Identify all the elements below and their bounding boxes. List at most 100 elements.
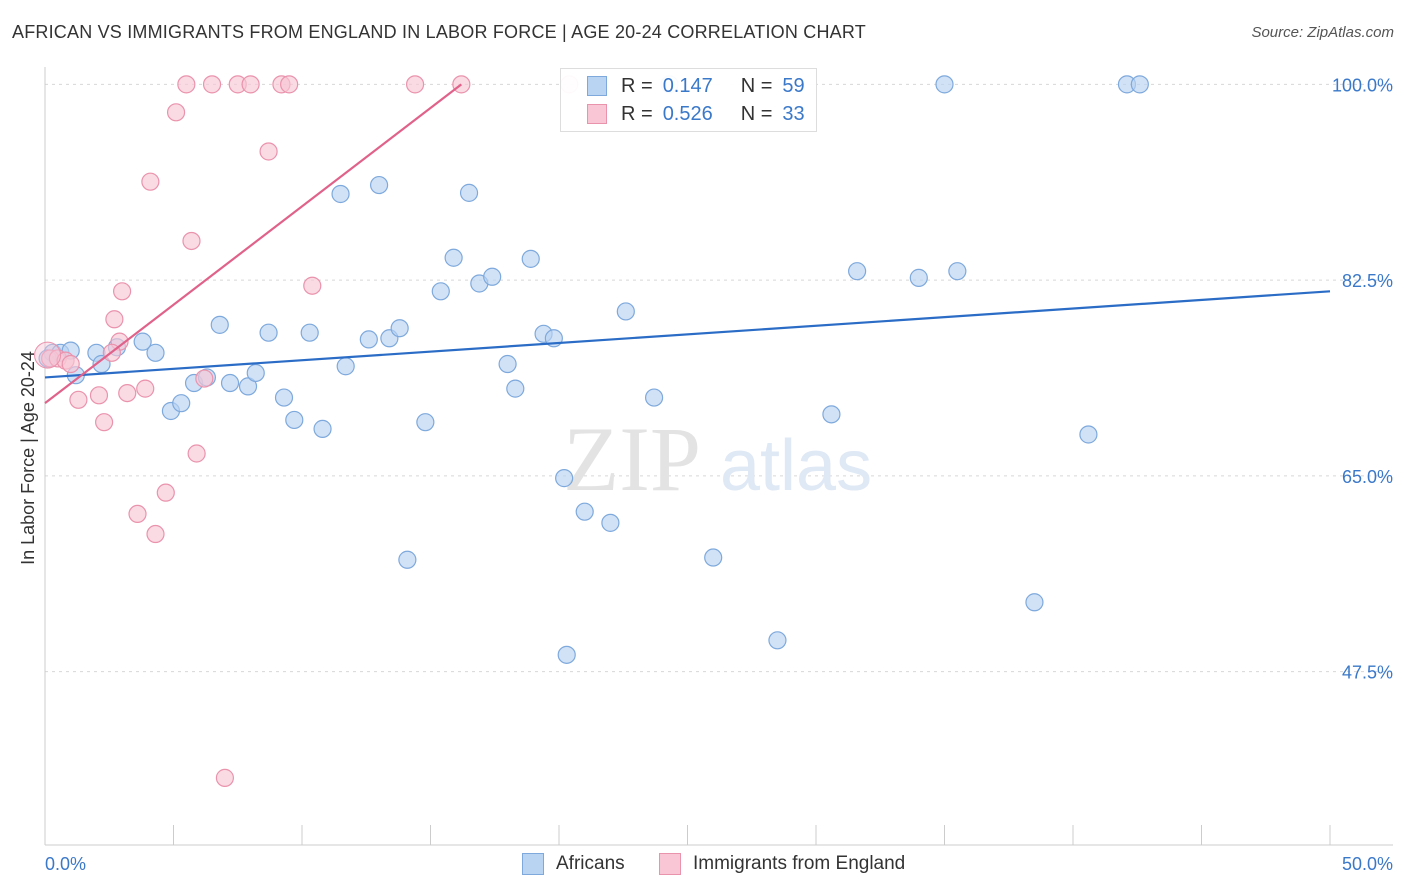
point-africans — [909, 268, 928, 287]
legend-row-africans: R = 0.147 N = 59 — [587, 74, 805, 98]
point-africans — [459, 183, 479, 202]
watermark-zip: ZIP — [563, 408, 701, 510]
point-england — [141, 172, 160, 191]
point-africans — [359, 330, 378, 349]
point-africans — [172, 394, 191, 413]
axes — [44, 67, 1393, 846]
point-africans — [948, 262, 967, 281]
legend-n-england: 33 — [782, 102, 805, 125]
legend-swatch-africans — [587, 76, 607, 96]
point-england — [182, 231, 201, 251]
point-africans — [398, 550, 417, 569]
point-africans — [555, 469, 574, 488]
point-africans — [238, 377, 258, 396]
point-africans — [274, 388, 294, 407]
y-axis-title: In Labor Force | Age 20-24 — [18, 351, 38, 565]
point-england — [405, 75, 425, 94]
point-england — [177, 75, 196, 94]
watermark-atlas: atlas — [720, 426, 872, 506]
y-tick-label: 100.0% — [1332, 75, 1393, 95]
point-england — [156, 483, 175, 502]
legend-r-africans: 0.147 — [662, 74, 713, 97]
point-africans — [285, 410, 304, 430]
point-africans — [822, 405, 841, 424]
x-tick-label: 50.0% — [1342, 854, 1393, 874]
point-england — [136, 379, 155, 398]
point-cluster — [34, 341, 62, 369]
point-england — [259, 142, 278, 161]
point-africans — [146, 343, 165, 362]
point-england — [280, 75, 299, 94]
point-england — [118, 383, 137, 403]
watermark: ZIP atlas — [563, 408, 872, 510]
point-africans — [575, 502, 594, 521]
point-africans — [133, 332, 152, 351]
point-africans — [220, 373, 240, 393]
chart-title: AFRICAN VS IMMIGRANTS FROM ENGLAND IN LA… — [12, 22, 866, 42]
point-africans — [1130, 75, 1149, 94]
trend-lines — [44, 83, 1331, 405]
point-africans — [246, 363, 265, 383]
point-africans — [601, 513, 620, 532]
stats-legend: R = 0.147 N = 59 R = 0.526 N = 33 — [560, 68, 817, 132]
point-africans — [1025, 593, 1044, 612]
legend-r-england: 0.526 — [662, 102, 713, 125]
point-africans — [92, 354, 111, 374]
legend-row-england: R = 0.526 N = 33 — [587, 102, 805, 126]
point-africans — [313, 419, 332, 438]
point-africans — [370, 175, 389, 195]
point-england — [89, 386, 109, 405]
point-england — [95, 413, 114, 432]
trendline-africans — [44, 290, 1331, 379]
y-tick-label: 47.5% — [1342, 663, 1393, 683]
point-england — [241, 75, 260, 94]
axis-labels: 47.5% 65.0% 82.5% 100.0% 0.0% 50.0% In Labor F… — [18, 75, 1393, 874]
point-england — [69, 390, 88, 409]
x-tick-label: 0.0% — [45, 854, 86, 874]
point-africans — [1079, 425, 1098, 444]
data-points — [34, 75, 1149, 787]
point-africans — [331, 184, 350, 204]
point-africans — [431, 282, 450, 301]
point-africans — [444, 248, 463, 267]
legend-n-africans: 59 — [782, 74, 805, 97]
point-africans — [483, 267, 502, 286]
point-africans — [259, 323, 278, 342]
point-england — [195, 369, 214, 388]
bottom-legend-label-england: Immigrants from England — [693, 853, 906, 874]
point-africans — [616, 302, 635, 321]
point-africans — [768, 631, 787, 650]
point-africans — [506, 379, 525, 398]
point-africans — [498, 354, 517, 374]
point-england — [215, 768, 234, 787]
point-england — [303, 276, 322, 295]
trendline-england — [44, 83, 463, 405]
bottom-legend-england: Immigrants from England — [659, 851, 905, 877]
bottom-legend-label-africans: Africans — [556, 853, 625, 874]
bottom-legend-swatch-africans — [522, 853, 544, 875]
point-england — [187, 444, 206, 463]
point-africans — [935, 75, 954, 94]
point-africans — [416, 413, 435, 432]
point-england — [202, 75, 222, 94]
point-england — [166, 103, 186, 122]
point-england — [112, 282, 132, 301]
point-england — [128, 504, 147, 524]
legend-n-label: N = — [740, 102, 773, 125]
point-africans — [848, 262, 867, 281]
bottom-legend-swatch-england — [659, 853, 681, 875]
point-africans — [521, 249, 540, 268]
point-africans — [704, 548, 723, 567]
point-england — [105, 310, 124, 329]
legend-swatch-england — [587, 104, 607, 124]
point-africans — [557, 645, 576, 664]
legend-r-label: R = — [621, 74, 653, 97]
point-africans — [300, 323, 319, 342]
bottom-legend-africans: Africans — [522, 851, 625, 877]
point-africans — [644, 388, 664, 407]
y-tick-label: 82.5% — [1342, 271, 1393, 291]
point-africans — [336, 357, 355, 376]
point-england — [146, 524, 165, 544]
point-england — [61, 354, 80, 374]
